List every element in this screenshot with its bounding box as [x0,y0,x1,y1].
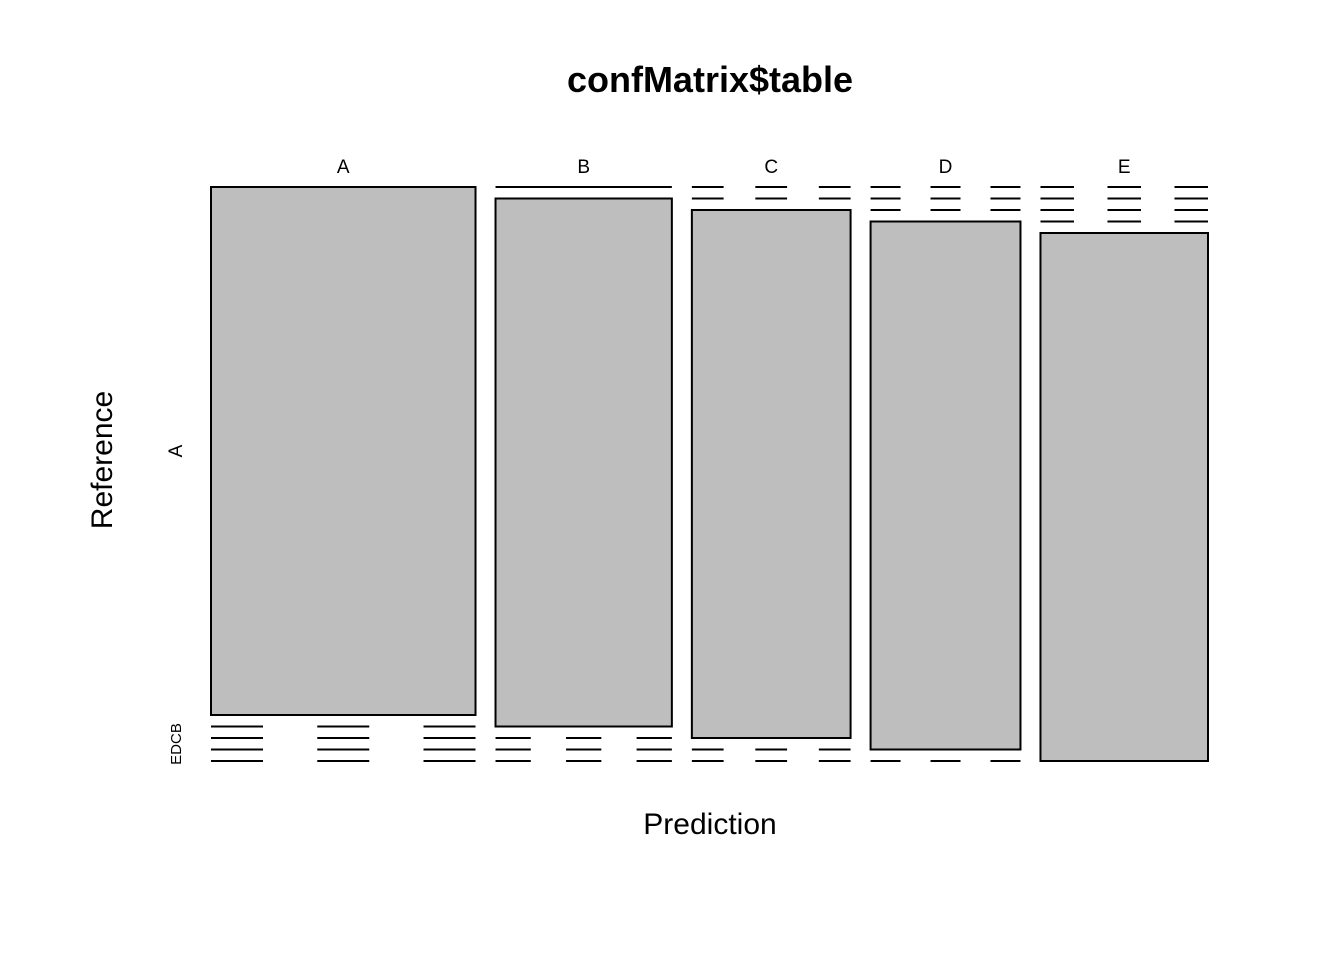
x-tick-label-d: D [939,157,953,178]
cell-c-c [690,209,852,739]
y-tick-label-a: A [166,444,187,457]
y-tick-labels-crowded: EDCB [168,723,185,765]
y-axis-label: Reference [86,391,119,529]
x-axis-label: Prediction [643,808,776,841]
cell-b-b [494,197,673,728]
cell-a-a [210,186,477,716]
x-tick-label-b: B [577,157,590,178]
chart-title: confMatrix$table [567,59,853,100]
x-tick-label-c: C [764,157,778,178]
x-tick-label-e: E [1118,157,1131,178]
cell-d-d [869,220,1022,751]
x-tick-label-a: A [337,157,350,178]
cell-e-e [1039,232,1210,762]
